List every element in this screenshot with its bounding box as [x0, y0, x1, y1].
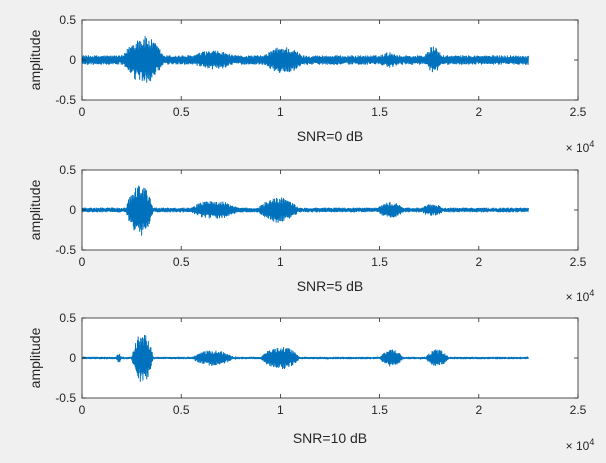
xtick-label-3: 1.5 [371, 255, 388, 269]
ytick-label-mid: 0 [69, 351, 76, 365]
xtick-label-5: 2.5 [570, 255, 587, 269]
ytick-label-top: 0.5 [59, 163, 76, 177]
xtick-label-5: 2.5 [570, 403, 587, 417]
xtick-label-4: 2 [475, 255, 482, 269]
xtick-label-0: 0 [79, 255, 86, 269]
xtick-label-3: 1.5 [371, 105, 388, 119]
xtick-label-2: 1 [277, 105, 284, 119]
subplot-snr-5: 0.5 0 -0.5 0 0.5 1 1.5 2 2.5 SNR=5 dB am… [27, 163, 594, 304]
xtick-label-2: 1 [277, 403, 284, 417]
xtick-label-0: 0 [79, 403, 86, 417]
ytick-label-bottom: -0.5 [55, 243, 76, 257]
subplot-snr-0: 0.5 0 -0.5 0 0.5 1 1.5 2 2.5 SNR=0 dB am… [27, 13, 594, 155]
ytick-label-top: 0.5 [59, 13, 76, 27]
y-axis-label: amplitude [27, 179, 43, 240]
waveform-series [81, 185, 529, 236]
axis-ticks [81, 169, 579, 251]
xtick-label-1: 0.5 [173, 255, 190, 269]
ytick-label-mid: 0 [69, 53, 76, 67]
xtick-label-4: 2 [475, 105, 482, 119]
xtick-label-5: 2.5 [570, 105, 587, 119]
y-axis-label: amplitude [27, 29, 43, 90]
waveform-series [81, 36, 529, 83]
y-axis-label: amplitude [27, 327, 43, 388]
xtick-label-1: 0.5 [173, 403, 190, 417]
xtick-label-1: 0.5 [173, 105, 190, 119]
waveform-series [81, 334, 529, 382]
x-multiplier: × 104 [566, 139, 595, 155]
x-axis-label: SNR=10 dB [293, 430, 367, 446]
ytick-label-bottom: -0.5 [55, 391, 76, 405]
x-axis-label: SNR=0 dB [297, 128, 364, 144]
axis-ticks [81, 317, 579, 399]
subplot-snr-10: 0.5 0 -0.5 0 0.5 1 1.5 2 2.5 SNR=10 dB a… [27, 311, 594, 453]
ytick-label-mid: 0 [69, 203, 76, 217]
x-multiplier: × 104 [566, 437, 595, 453]
ytick-label-bottom: -0.5 [55, 93, 76, 107]
xtick-label-2: 1 [277, 255, 284, 269]
xtick-label-4: 2 [475, 403, 482, 417]
x-axis-label: SNR=5 dB [297, 278, 364, 294]
xtick-label-0: 0 [79, 105, 86, 119]
ytick-label-top: 0.5 [59, 311, 76, 325]
axis-ticks [81, 19, 579, 101]
xtick-label-3: 1.5 [371, 403, 388, 417]
x-multiplier: × 104 [566, 288, 595, 304]
